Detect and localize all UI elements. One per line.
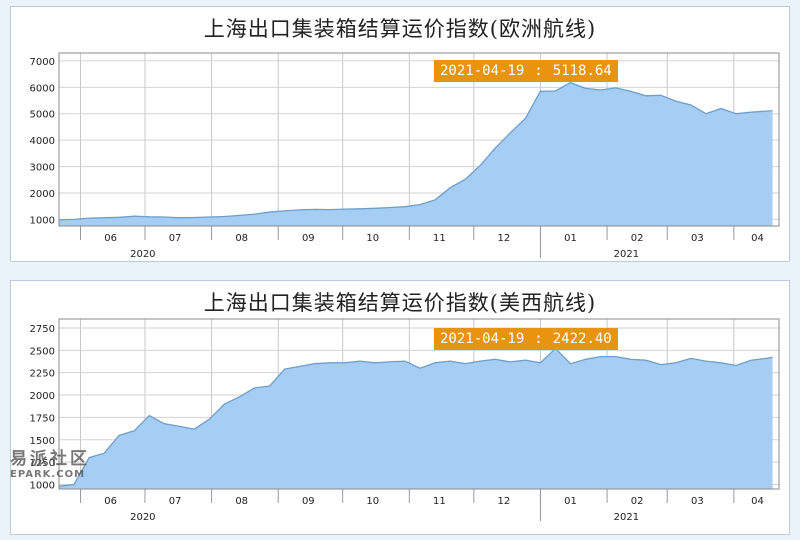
europe-chart-panel: 上海出口集装箱结算运价指数(欧洲航线) 1000 2000 3000 4000 5000… bbox=[10, 6, 790, 262]
watermark-en: EPARK.COM bbox=[10, 469, 86, 480]
uswest-y-tick-label: 1000 bbox=[30, 481, 55, 492]
europe-chart-svg: 1000 2000 3000 4000 5000 6000 7000 06 07 08 09 10 11… bbox=[30, 52, 780, 260]
europe-tooltip-value: 5118.64 bbox=[552, 63, 612, 79]
uswest-plot-border bbox=[58, 318, 780, 490]
uswest-y-tick-label: 2250 bbox=[30, 369, 55, 380]
uswest-month-label: 06 bbox=[104, 496, 117, 507]
europe-month-label: 09 bbox=[302, 233, 315, 244]
uswest-month-label: 01 bbox=[564, 496, 577, 507]
uswest-month-label: 03 bbox=[691, 496, 704, 507]
uswest-chart-title: 上海出口集装箱结算运价指数(美西航线) bbox=[203, 291, 597, 315]
europe-year-label: 2020 bbox=[130, 249, 155, 260]
europe-y-tick-label: 3000 bbox=[30, 163, 55, 174]
uswest-tooltip-value: 2422.40 bbox=[552, 331, 612, 347]
europe-y-tick-label: 5000 bbox=[30, 110, 55, 121]
europe-y-tick-label: 2000 bbox=[30, 189, 55, 200]
europe-month-label: 06 bbox=[104, 233, 117, 244]
europe-y-tick-label: 4000 bbox=[30, 136, 55, 147]
uswest-chart-svg: 1000 1250 1500 1750 2000 2250 2500 2750 06 07 08 09… bbox=[30, 318, 780, 523]
europe-month-label: 01 bbox=[564, 233, 577, 244]
uswest-month-label: 08 bbox=[235, 496, 248, 507]
europe-tooltip-date: 2021-04-19 bbox=[440, 63, 525, 79]
europe-month-label: 02 bbox=[631, 233, 644, 244]
watermark-cn: 易派社区 bbox=[10, 449, 90, 469]
europe-area bbox=[59, 82, 773, 226]
uswest-area bbox=[59, 348, 773, 489]
uswest-month-label: 04 bbox=[751, 496, 764, 507]
europe-month-label: 10 bbox=[366, 233, 379, 244]
europe-month-label: 12 bbox=[498, 233, 511, 244]
europe-series-line bbox=[58, 81, 773, 221]
europe-month-label: 08 bbox=[235, 233, 248, 244]
europe-tooltip-separator: : bbox=[534, 63, 543, 79]
europe-y-tick-label: 7000 bbox=[30, 57, 55, 68]
europe-tooltip: 2021-04-19:5118.64 bbox=[434, 60, 618, 82]
uswest-month-label: 10 bbox=[366, 496, 379, 507]
uswest-y-tick-label: 1250 bbox=[30, 458, 55, 469]
uswest-y-tick-label: 1750 bbox=[30, 413, 55, 424]
uswest-month-label: 09 bbox=[302, 496, 315, 507]
watermark-logo: 易派社区 EPARK.COM bbox=[10, 450, 100, 486]
uswest-year-label: 2020 bbox=[130, 512, 155, 523]
uswest-tooltip-separator: : bbox=[534, 331, 543, 347]
uswest-chart-panel: 上海出口集装箱结算运价指数(美西航线) 1000 1250 1500 1750 2000… bbox=[10, 280, 790, 535]
europe-chart-title: 上海出口集装箱结算运价指数(欧洲航线) bbox=[203, 17, 597, 41]
europe-y-tick-label: 6000 bbox=[30, 83, 55, 94]
uswest-y-tick-label: 1500 bbox=[30, 436, 55, 447]
uswest-month-label: 02 bbox=[631, 496, 644, 507]
uswest-y-tick-label: 2750 bbox=[30, 324, 55, 335]
uswest-y-tick-label: 2500 bbox=[30, 346, 55, 357]
europe-plot-border bbox=[58, 52, 780, 227]
uswest-month-label: 11 bbox=[433, 496, 446, 507]
uswest-year-label: 2021 bbox=[614, 512, 639, 523]
uswest-month-label: 07 bbox=[169, 496, 182, 507]
europe-y-tick-label: 1000 bbox=[30, 215, 55, 226]
uswest-series-line bbox=[58, 347, 773, 487]
uswest-tooltip-date: 2021-04-19 bbox=[440, 331, 525, 347]
uswest-tooltip: 2021-04-19:2422.40 bbox=[434, 328, 618, 350]
europe-month-label: 11 bbox=[433, 233, 446, 244]
uswest-month-label: 12 bbox=[498, 496, 511, 507]
europe-year-label: 2021 bbox=[614, 249, 639, 260]
europe-month-label: 07 bbox=[169, 233, 182, 244]
europe-month-label: 03 bbox=[691, 233, 704, 244]
uswest-y-tick-label: 2000 bbox=[30, 391, 55, 402]
europe-month-label: 04 bbox=[751, 233, 764, 244]
